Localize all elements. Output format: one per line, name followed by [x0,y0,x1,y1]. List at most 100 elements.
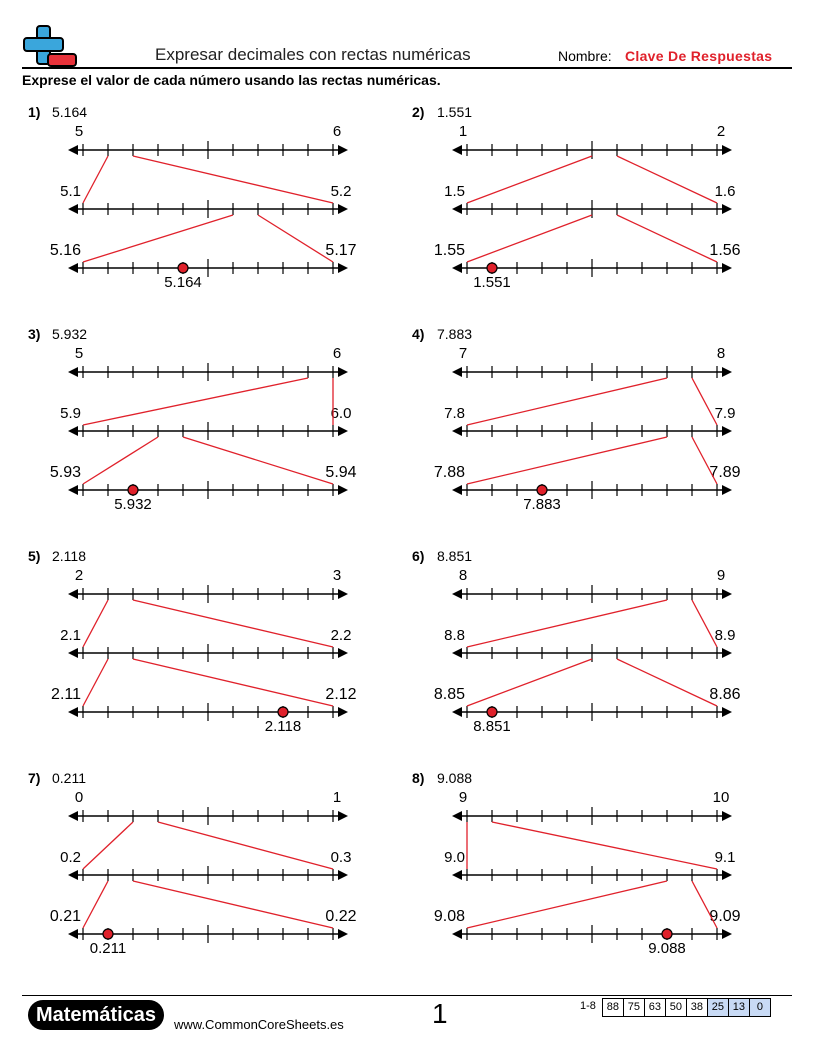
problem-8-line-1-end-label: 10 [713,789,730,806]
problem-4-line-2-right-arrow-icon [722,426,732,436]
score-cell: 75 [623,998,645,1017]
problem-6-answer-label: 8.851 [473,718,511,735]
problem-8-value: 9.088 [437,770,473,786]
problem-4-answer-label: 7.883 [523,496,561,513]
score-cell: 13 [728,998,750,1017]
problem-7-zoom-line-right [132,880,334,929]
problem-2-value: 1.551 [437,104,473,120]
plus-minus-logo-icon [23,25,77,67]
problem-2-line-1-right-arrow-icon [722,145,732,155]
problem-5-line-1-left-arrow-icon [68,589,78,599]
problem-6-line-3-right-arrow-icon [722,707,732,717]
problem-1-line-2-right-arrow-icon [338,204,348,214]
problem-4-line-3-right-arrow-icon [722,485,732,495]
problem-3-zoom-line-left [82,377,309,426]
problem-2-line-3-start-label: 1.55 [434,242,465,259]
problem-5-zoom-line-left [82,599,109,648]
problem-4-zoom-line-right [691,377,718,426]
problem-5-line-2-right-arrow-icon [338,648,348,658]
problem-7-value: 0.211 [52,770,86,786]
problem-4-line-3-start-label: 7.88 [434,464,465,481]
problem-7-line-3-left-arrow-icon [68,929,78,939]
problem-3-zoom-line-left [82,436,159,485]
problem-8-line-2-right-arrow-icon [722,870,732,880]
problem-6-line-1-left-arrow-icon [452,589,462,599]
problem-1-line-2-left-arrow-icon [68,204,78,214]
problem-1-answer-label: 5.164 [164,274,202,291]
problem-4-value: 7.883 [437,326,473,342]
problem-1-answer-point [177,262,189,274]
worksheet-title: Expresar decimales con rectas numéricas [155,45,471,64]
problem-8-line-3-end-label: 9.09 [709,908,740,925]
problem-6-zoom-line-right [691,599,718,648]
problem-8-line-3-start-label: 9.08 [434,908,465,925]
problem-7-line-3-start-label: 0.21 [50,908,81,925]
problem-1-line-3-right-arrow-icon [338,263,348,273]
problem-5-line-1-right-arrow-icon [338,589,348,599]
problem-3-line-3-right-arrow-icon [338,485,348,495]
problem-7-line-3-end-label: 0.22 [325,908,356,925]
problem-7-line-1-left-arrow-icon [68,811,78,821]
problem-8-line-2-start-label: 9.0 [444,849,465,866]
problem-1-line-2-start-label: 5.1 [60,183,81,200]
site-url: www.CommonCoreSheets.es [174,1017,344,1032]
problem-1-line-1-start-label: 5 [75,123,83,140]
header-divider [22,67,792,69]
problem-7-answer-label: 0.211 [90,940,126,957]
problem-7-zoom-line-left [82,880,109,929]
problem-7-line-1-right-arrow-icon [338,811,348,821]
problem-6-line-2-left-arrow-icon [452,648,462,658]
problem-2-zoom-line-right [616,155,718,204]
problem-7-number: 7) [28,770,41,786]
problem-6-line-2-right-arrow-icon [722,648,732,658]
problem-6-answer-point [486,706,498,718]
brand-badge: Matemáticas [28,1000,164,1030]
problem-2-zoom-line-left [466,155,593,204]
problem-3-number: 3) [28,326,41,342]
problem-7-line-1-start-label: 0 [75,789,83,806]
problem-1-zoom-line-left [82,214,234,263]
problem-4-line-1-start-label: 7 [459,345,467,362]
problem-4-zoom-line-right [691,436,718,485]
problem-1-line-3-left-arrow-icon [68,263,78,273]
problem-8-line-2-left-arrow-icon [452,870,462,880]
problem-5-zoom-line-right [132,658,334,707]
problem-6-line-1-end-label: 9 [717,567,725,584]
problem-3-line-2-start-label: 5.9 [60,405,81,422]
problem-2-line-1-end-label: 2 [717,123,725,140]
instructions: Exprese el valor de cada número usando l… [22,72,441,88]
problem-4-line-2-end-label: 7.9 [715,405,736,422]
problem-1-line-1-left-arrow-icon [68,145,78,155]
problem-7-zoom-line-right [157,821,334,870]
problem-6-line-2-end-label: 8.9 [715,627,736,644]
problem-1-line-3-end-label: 5.17 [325,242,356,259]
problem-5-line-3-end-label: 2.12 [325,686,356,703]
footer-divider [22,995,792,996]
problem-1-line-2-end-label: 5.2 [331,183,352,200]
problem-7-line-2-left-arrow-icon [68,870,78,880]
problem-5-answer-point [277,706,289,718]
problem-6-zoom-line-left [466,658,593,707]
problem-1-line-1-right-arrow-icon [338,145,348,155]
problem-5-line-3-start-label: 2.11 [51,686,81,703]
problem-8-line-3-left-arrow-icon [452,929,462,939]
problem-7-line-3-right-arrow-icon [338,929,348,939]
problem-5-zoom-line-right [132,599,334,648]
problem-4-line-1-end-label: 8 [717,345,725,362]
score-cell: 63 [644,998,666,1017]
problem-5-line-1-end-label: 3 [333,567,341,584]
problem-6-line-1-start-label: 8 [459,567,467,584]
problem-5-number: 5) [28,548,41,564]
problem-8-line-1-start-label: 9 [459,789,467,806]
problem-8-zoom-line-left [466,880,668,929]
score-cell: 25 [707,998,729,1017]
problem-1-line-1-end-label: 6 [333,123,341,140]
problem-5-answer-label: 2.118 [265,718,301,735]
problem-3-zoom-line-right [182,436,334,485]
problem-1-zoom-line-right [132,155,334,204]
problem-5-line-2-start-label: 2.1 [60,627,81,644]
problem-3-value: 5.932 [52,326,88,342]
problem-3-answer-point [127,484,139,496]
problem-8-line-1-left-arrow-icon [452,811,462,821]
